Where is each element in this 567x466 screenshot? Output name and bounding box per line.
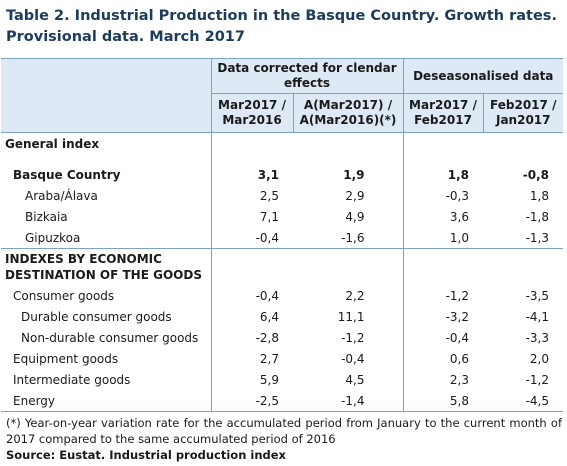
footnote: (*) Year-on-year variation rate for the …: [6, 416, 562, 446]
table-row: Durable consumer goods 6,4 11,1 -3,2 -4,…: [1, 306, 563, 327]
cell: -1,3: [525, 230, 549, 245]
header-col-mar2017-mar2016: Mar2017 / Mar2016: [210, 93, 293, 133]
cell: -4,5: [483, 390, 563, 412]
cell: -0,4: [341, 351, 365, 366]
industrial-production-table: Data corrected for clendar effects Desea…: [1, 58, 563, 412]
cell: 7,1: [210, 206, 293, 227]
header-calendar-corrected: Data corrected for clendar effects: [210, 58, 403, 94]
row-label: Intermediate goods: [13, 372, 131, 387]
cell: 2,0: [529, 351, 549, 366]
row-label: Bizkaia: [25, 209, 68, 224]
cell: -2,5: [210, 390, 293, 412]
cell: 1,0: [402, 227, 483, 249]
cell: -1,2: [525, 372, 549, 387]
row-label: Equipment goods: [13, 351, 119, 366]
section-general-index: General index: [1, 132, 211, 154]
table-row: Non-durable consumer goods -2,8 -1,2 -0,…: [1, 327, 563, 348]
cell: -1,2: [341, 330, 365, 345]
row-label: Durable consumer goods: [21, 309, 172, 324]
section-destination: INDEXES BY ECONOMIC DESTINATION OF THE G…: [1, 248, 211, 285]
cell: -0,3: [402, 185, 483, 206]
cell: 2,3: [402, 369, 483, 390]
header-col-feb2017-jan2017: Feb2017 / Jan2017: [482, 93, 563, 133]
row-label: Consumer goods: [13, 288, 115, 303]
header-col-accumulated: A(Mar2017) / A(Mar2016)(*): [292, 93, 403, 133]
header-deseasonalised: Deseasonalised data: [402, 58, 563, 94]
cell: -0,4: [402, 327, 483, 348]
header-col-mar2017-feb2017: Mar2017 / Feb2017: [402, 93, 483, 133]
row-label: Energy: [1, 390, 211, 412]
row-label: Non-durable consumer goods: [21, 330, 199, 345]
cell: 2,2: [345, 288, 365, 303]
table-row: Basque Country 3,1 1,9 1,8 -0,8: [1, 164, 563, 185]
cell: 2,5: [210, 185, 293, 206]
cell: -3,2: [402, 306, 483, 327]
cell: -0,4: [210, 227, 293, 249]
cell: 4,9: [345, 209, 365, 224]
row-label: Basque Country: [13, 167, 121, 182]
cell: 2,7: [210, 348, 293, 369]
cell: -0,8: [522, 167, 549, 182]
cell: 3,6: [402, 206, 483, 227]
cell: 5,8: [402, 390, 483, 412]
row-label: Gipuzkoa: [25, 230, 81, 245]
cell: 1,8: [402, 164, 483, 185]
cell: -0,4: [210, 285, 293, 306]
table-row: Consumer goods -0,4 2,2 -1,2 -3,5: [1, 285, 563, 306]
table-title: Table 2. Industrial Production in the Ba…: [6, 8, 557, 45]
cell: 4,5: [345, 372, 365, 387]
cell: -1,4: [293, 390, 403, 412]
cell: 6,4: [210, 306, 293, 327]
cell: 0,6: [402, 348, 483, 369]
cell: -1,8: [525, 209, 549, 224]
row-label: Araba/Álava: [25, 188, 98, 203]
cell: -2,8: [210, 327, 293, 348]
cell: -1,2: [402, 285, 483, 306]
cell: 1,8: [529, 188, 549, 203]
header-blank: [1, 58, 211, 94]
cell: 5,9: [210, 369, 293, 390]
cell: 11,1: [337, 309, 365, 324]
header-blank-2: [1, 93, 211, 133]
table-row: Intermediate goods 5,9 4,5 2,3 -1,2: [1, 369, 563, 390]
cell: 1,9: [343, 167, 365, 182]
cell: 2,9: [345, 188, 365, 203]
cell: -4,1: [525, 309, 549, 324]
table-row: Araba/Álava 2,5 2,9 -0,3 1,8: [1, 185, 563, 206]
source-line: Source: Eustat. Industrial production in…: [6, 448, 286, 462]
table-row: Equipment goods 2,7 -0,4 0,6 2,0: [1, 348, 563, 369]
table-row: Energy -2,5 -1,4 5,8 -4,5: [1, 390, 563, 412]
table-row: Bizkaia 7,1 4,9 3,6 -1,8: [1, 206, 563, 227]
cell: -3,3: [525, 330, 549, 345]
cell: -3,5: [525, 288, 549, 303]
cell: -1,6: [341, 230, 365, 245]
cell: 3,1: [210, 164, 293, 185]
table-row: Gipuzkoa -0,4 -1,6 1,0 -1,3: [1, 227, 563, 249]
